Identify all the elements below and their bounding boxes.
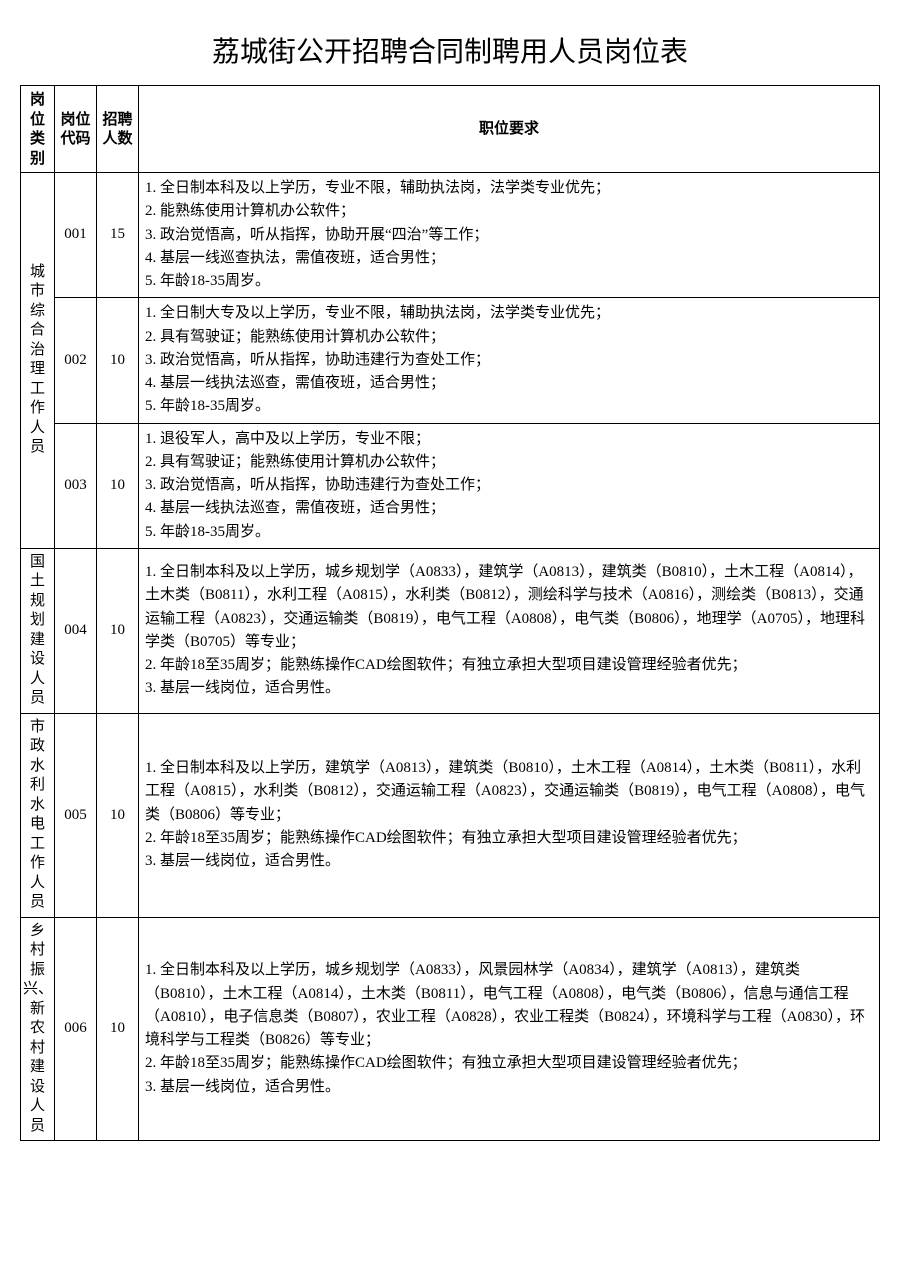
header-count: 招聘人数: [97, 86, 139, 173]
requirement-line: 4. 基层一线执法巡查，需值夜班，适合男性；: [145, 372, 873, 395]
positions-table: 岗位类别 岗位代码 招聘人数 职位要求 城市综合治理工作人员001151. 全日…: [20, 85, 880, 1141]
code-cell: 004: [55, 548, 97, 713]
category-cell: 市政水利水电工作人员: [21, 713, 55, 917]
requirement-line: 3. 基层一线岗位，适合男性。: [145, 850, 873, 873]
requirements-cell: 1. 全日制本科及以上学历，专业不限，辅助执法岗，法学类专业优先；2. 能熟练使…: [139, 173, 880, 298]
header-category: 岗位类别: [21, 86, 55, 173]
page-title: 荔城街公开招聘合同制聘用人员岗位表: [20, 30, 880, 70]
requirement-line: 1. 全日制本科及以上学历，城乡规划学（A0833），风景园林学（A0834），…: [145, 959, 873, 1052]
header-requirements: 职位要求: [139, 86, 880, 173]
count-cell: 10: [97, 548, 139, 713]
requirement-line: 1. 全日制大专及以上学历，专业不限，辅助执法岗，法学类专业优先；: [145, 302, 873, 325]
requirement-line: 2. 具有驾驶证；能熟练使用计算机办公软件；: [145, 451, 873, 474]
requirement-line: 4. 基层一线执法巡查，需值夜班，适合男性；: [145, 497, 873, 520]
requirements-cell: 1. 全日制大专及以上学历，专业不限，辅助执法岗，法学类专业优先；2. 具有驾驶…: [139, 298, 880, 423]
table-row: 003101. 退役军人，高中及以上学历，专业不限；2. 具有驾驶证；能熟练使用…: [21, 423, 880, 548]
count-cell: 10: [97, 298, 139, 423]
category-cell: 乡村振兴、新农村建设人员: [21, 917, 55, 1141]
requirement-line: 2. 年龄18至35周岁；能熟练操作CAD绘图软件；有独立承担大型项目建设管理经…: [145, 827, 873, 850]
requirement-line: 4. 基层一线巡查执法，需值夜班，适合男性；: [145, 247, 873, 270]
requirements-cell: 1. 全日制本科及以上学历，城乡规划学（A0833），建筑学（A0813），建筑…: [139, 548, 880, 713]
requirement-line: 5. 年龄18-35周岁。: [145, 395, 873, 418]
requirements-cell: 1. 全日制本科及以上学历，建筑学（A0813），建筑类（B0810），土木工程…: [139, 713, 880, 917]
code-cell: 005: [55, 713, 97, 917]
requirement-line: 1. 全日制本科及以上学历，建筑学（A0813），建筑类（B0810），土木工程…: [145, 757, 873, 827]
code-cell: 002: [55, 298, 97, 423]
requirement-line: 2. 年龄18至35周岁；能熟练操作CAD绘图软件；有独立承担大型项目建设管理经…: [145, 1052, 873, 1075]
count-cell: 10: [97, 917, 139, 1141]
count-cell: 10: [97, 713, 139, 917]
requirement-line: 2. 年龄18至35周岁；能熟练操作CAD绘图软件；有独立承担大型项目建设管理经…: [145, 654, 873, 677]
requirement-line: 3. 政治觉悟高，听从指挥，协助违建行为查处工作；: [145, 474, 873, 497]
requirement-line: 1. 全日制本科及以上学历，专业不限，辅助执法岗，法学类专业优先；: [145, 177, 873, 200]
header-code: 岗位代码: [55, 86, 97, 173]
requirements-cell: 1. 全日制本科及以上学历，城乡规划学（A0833），风景园林学（A0834），…: [139, 917, 880, 1141]
table-row: 市政水利水电工作人员005101. 全日制本科及以上学历，建筑学（A0813），…: [21, 713, 880, 917]
requirement-line: 1. 退役军人，高中及以上学历，专业不限；: [145, 428, 873, 451]
table-header-row: 岗位类别 岗位代码 招聘人数 职位要求: [21, 86, 880, 173]
requirements-cell: 1. 退役军人，高中及以上学历，专业不限；2. 具有驾驶证；能熟练使用计算机办公…: [139, 423, 880, 548]
table-row: 国土规划建设人员004101. 全日制本科及以上学历，城乡规划学（A0833），…: [21, 548, 880, 713]
requirement-line: 2. 能熟练使用计算机办公软件；: [145, 200, 873, 223]
requirement-line: 2. 具有驾驶证；能熟练使用计算机办公软件；: [145, 326, 873, 349]
table-row: 002101. 全日制大专及以上学历，专业不限，辅助执法岗，法学类专业优先；2.…: [21, 298, 880, 423]
code-cell: 003: [55, 423, 97, 548]
requirement-line: 5. 年龄18-35周岁。: [145, 270, 873, 293]
requirement-line: 3. 政治觉悟高，听从指挥，协助违建行为查处工作；: [145, 349, 873, 372]
table-row: 乡村振兴、新农村建设人员006101. 全日制本科及以上学历，城乡规划学（A08…: [21, 917, 880, 1141]
category-cell: 城市综合治理工作人员: [21, 173, 55, 549]
code-cell: 006: [55, 917, 97, 1141]
requirement-line: 1. 全日制本科及以上学历，城乡规划学（A0833），建筑学（A0813），建筑…: [145, 561, 873, 654]
code-cell: 001: [55, 173, 97, 298]
requirement-line: 5. 年龄18-35周岁。: [145, 521, 873, 544]
requirement-line: 3. 基层一线岗位，适合男性。: [145, 677, 873, 700]
table-row: 城市综合治理工作人员001151. 全日制本科及以上学历，专业不限，辅助执法岗，…: [21, 173, 880, 298]
count-cell: 15: [97, 173, 139, 298]
requirement-line: 3. 政治觉悟高，听从指挥，协助开展“四治”等工作；: [145, 224, 873, 247]
requirement-line: 3. 基层一线岗位，适合男性。: [145, 1076, 873, 1099]
category-cell: 国土规划建设人员: [21, 548, 55, 713]
count-cell: 10: [97, 423, 139, 548]
